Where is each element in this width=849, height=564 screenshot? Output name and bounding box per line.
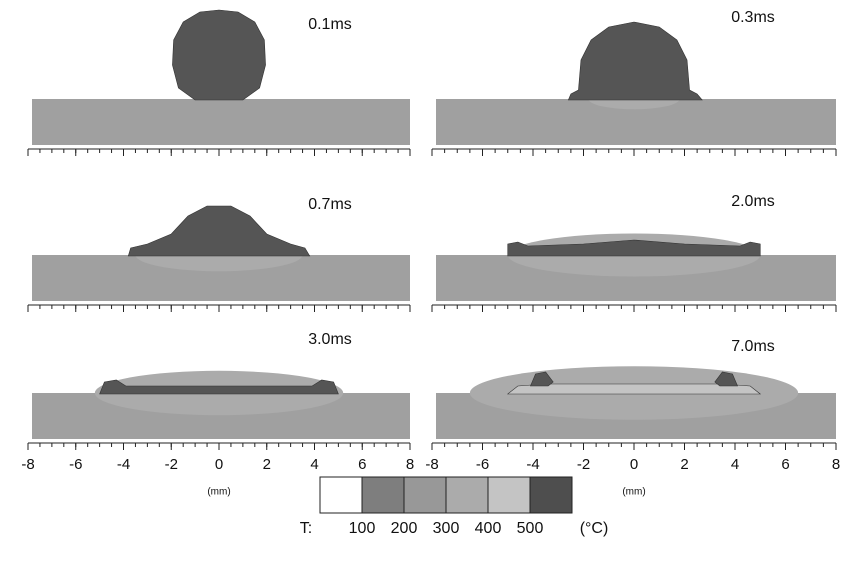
droplet: [99, 379, 339, 395]
time-label: 3.0ms: [308, 331, 352, 348]
droplet: [530, 371, 554, 387]
x-tick-label: 6: [358, 456, 366, 473]
colorbar-prefix: T:: [300, 520, 312, 537]
x-tick-label: 2: [680, 456, 688, 473]
droplet: [172, 9, 266, 101]
panel: 0.7ms: [27, 196, 411, 312]
colorbar-tick: 200: [391, 520, 418, 537]
x-tick-label: -6: [476, 456, 489, 473]
colorbar-tick: 300: [433, 520, 460, 537]
colorbar-cell: [403, 476, 447, 514]
x-tick-label: 8: [832, 456, 840, 473]
x-tick-label: 0: [215, 456, 223, 473]
x-tick-label: -2: [165, 456, 178, 473]
x-tick-label: -4: [526, 456, 539, 473]
time-label: 0.7ms: [308, 196, 352, 213]
droplet: [714, 371, 738, 387]
colorbar-tick: 100: [349, 520, 376, 537]
x-tick-label: 0: [630, 456, 638, 473]
x-tick-label: 4: [310, 456, 318, 473]
colorbar-cell: [319, 476, 363, 514]
x-tick-label: -6: [69, 456, 82, 473]
x-tick-label: 2: [263, 456, 271, 473]
colorbar-cell: [445, 476, 489, 514]
panel: 0.3ms: [431, 9, 837, 156]
droplet: [567, 21, 703, 101]
colorbar-tick: 500: [517, 520, 544, 537]
panel: -8 -6 -4 -2 0 2 4 6 8 (mm) 3.0ms: [21, 331, 414, 497]
time-label: 7.0ms: [731, 338, 775, 355]
panel: 2.0ms: [431, 193, 837, 312]
colorbar-unit: (°C): [580, 520, 609, 537]
x-tick-label: 4: [731, 456, 739, 473]
droplet: [127, 205, 311, 257]
substrate: [32, 99, 410, 145]
panel: 0.1ms: [27, 9, 411, 156]
x-tick-label: 6: [781, 456, 789, 473]
axis-unit: (mm): [207, 487, 230, 498]
x-tick-label: -2: [577, 456, 590, 473]
axis-unit: (mm): [622, 487, 645, 498]
time-label: 0.3ms: [731, 9, 775, 26]
droplet: [507, 239, 761, 257]
colorbar-cell: [487, 476, 531, 514]
time-label: 2.0ms: [731, 193, 775, 210]
time-label: 0.1ms: [308, 16, 352, 33]
colorbar-tick: 400: [475, 520, 502, 537]
x-tick-label: -4: [117, 456, 130, 473]
colorbar-cell: [361, 476, 405, 514]
colorbar-cell: [529, 476, 573, 514]
x-tick-label: -8: [425, 456, 438, 473]
x-tick-label: -8: [21, 456, 34, 473]
x-tick-label: 8: [406, 456, 414, 473]
panel: -8 -6 -4 -2 0 2 4 6 8 (mm) 7.0ms: [425, 338, 840, 497]
